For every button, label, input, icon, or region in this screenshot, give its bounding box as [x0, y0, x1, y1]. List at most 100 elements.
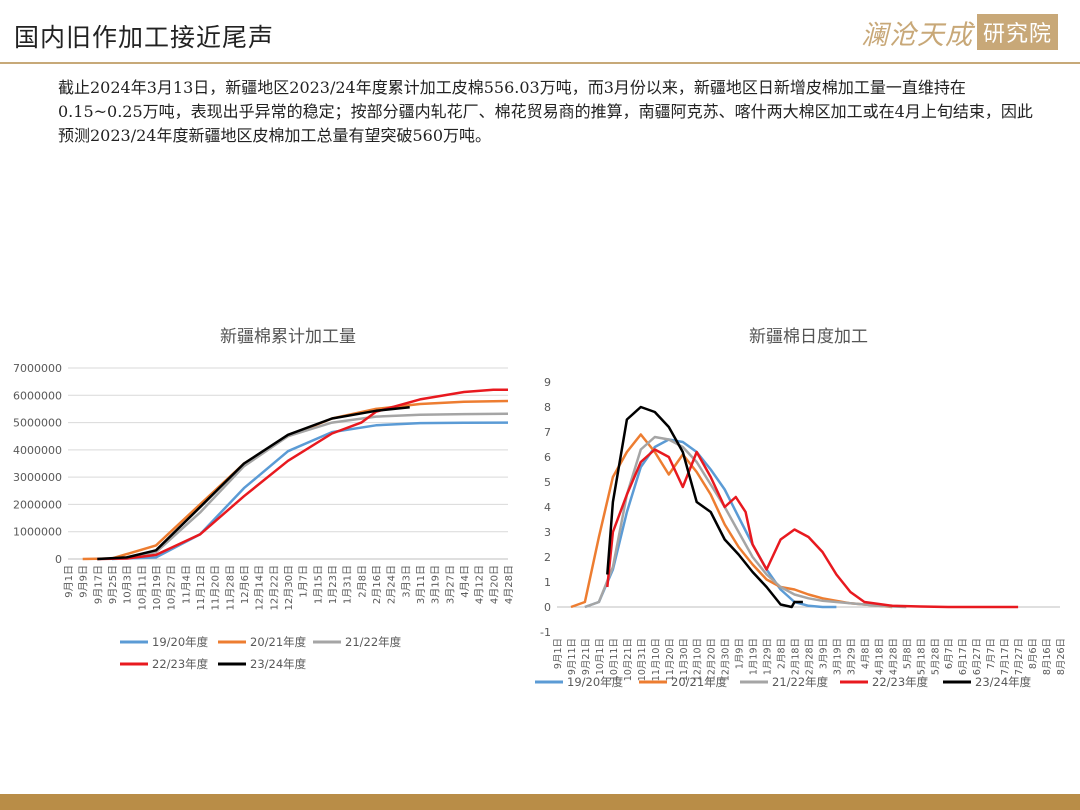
x-tick-label: 10月27日: [166, 565, 178, 610]
y-tick-label: 0: [544, 601, 551, 614]
page-header: 国内旧作加工接近尾声 澜沧天成 研究院: [0, 0, 1080, 62]
x-tick-label: 3月11日: [415, 565, 427, 604]
x-tick-label: 6月7日: [944, 638, 955, 669]
legend-label: 21/22年度: [345, 635, 402, 649]
x-tick-label: 1月9日: [735, 638, 746, 669]
x-tick-label: 12月14日: [254, 565, 266, 610]
x-tick-label: 3月9日: [818, 638, 829, 669]
series-line: [97, 388, 508, 561]
x-tick-label: 11月28日: [224, 565, 236, 610]
y-tick-label: 5: [544, 476, 551, 489]
x-tick-label: 11月30日: [679, 638, 690, 681]
x-tick-label: 8月6日: [1028, 638, 1039, 669]
x-tick-label: 10月11日: [136, 565, 148, 610]
y-tick-label: -1: [540, 626, 551, 639]
chart-title: 新疆棉累计加工量: [220, 327, 356, 347]
x-tick-label: 12月22日: [268, 565, 280, 610]
x-tick-label: 5月8日: [902, 638, 913, 669]
x-tick-label: 9月25日: [107, 565, 119, 604]
x-tick-label: 5月28日: [930, 638, 941, 675]
x-tick-label: 4月28日: [888, 638, 899, 675]
x-tick-label: 1月15日: [312, 565, 324, 604]
x-tick-label: 9月21日: [581, 638, 592, 675]
x-tick-label: 4月12日: [474, 565, 486, 604]
x-tick-label: 9月11日: [567, 638, 578, 675]
x-tick-label: 10月21日: [623, 638, 634, 681]
y-tick-label: 6000000: [13, 389, 62, 402]
x-tick-label: 12月6日: [239, 565, 251, 604]
y-tick-label: 6: [544, 451, 551, 464]
x-tick-label: 1月19日: [749, 638, 760, 675]
legend-label: 23/24年度: [250, 657, 307, 671]
legend-label: 20/21年度: [671, 675, 728, 689]
series-line: [97, 412, 509, 561]
x-tick-label: 10月31日: [637, 638, 648, 681]
page-title: 国内旧作加工接近尾声: [14, 23, 275, 52]
x-tick-label: 4月28日: [503, 565, 515, 604]
legend-label: 19/20年度: [567, 675, 624, 689]
y-tick-label: 2: [544, 551, 551, 564]
x-tick-label: 9月17日: [92, 565, 104, 604]
x-tick-label: 6月17日: [958, 638, 969, 675]
x-tick-label: 4月18日: [874, 638, 885, 675]
x-tick-label: 1月7日: [298, 565, 310, 598]
x-tick-label: 2月28日: [805, 638, 816, 675]
series-line: [584, 435, 907, 609]
x-tick-label: 2月8日: [356, 565, 368, 598]
series-line: [82, 399, 509, 561]
y-tick-label: 8: [544, 401, 551, 414]
x-tick-label: 9月9日: [78, 565, 90, 598]
series-line: [584, 438, 837, 609]
legend-label: 22/23年度: [152, 657, 209, 671]
x-tick-label: 1月23日: [327, 565, 339, 604]
x-tick-label: 12月30日: [721, 638, 732, 681]
y-tick-label: 4000000: [13, 444, 62, 457]
y-tick-label: 7000000: [13, 362, 62, 375]
x-tick-label: 7月27日: [1014, 638, 1025, 675]
summary-paragraph: 截止2024年3月13日，新疆地区2023/24年度累计加工皮棉556.03万吨…: [58, 78, 1033, 145]
x-tick-label: 1月31日: [342, 565, 354, 604]
x-tick-label: 4月20日: [488, 565, 500, 604]
cumulative-processing-chart: 新疆棉累计加工量 7000000 6000000 5000000 4000000 3000…: [13, 327, 515, 671]
x-tick-label: 10月11日: [609, 638, 620, 681]
x-tick-label: 2月8日: [777, 638, 788, 669]
header-divider: [0, 62, 1080, 64]
x-tick-label: 2月18日: [791, 638, 802, 675]
series-line: [606, 405, 803, 609]
x-tick-label: 4月8日: [860, 638, 871, 669]
x-tick-label: 10月1日: [595, 638, 606, 675]
x-tick-label: 9月1日: [63, 565, 75, 598]
y-tick-label: 2000000: [13, 498, 62, 511]
bottom-bar: [0, 794, 1080, 810]
x-tick-label: 12月30日: [283, 565, 295, 610]
legend-label: 19/20年度: [152, 635, 209, 649]
x-tick-label: 12月20日: [707, 638, 718, 681]
x-tick-label: 7月7日: [986, 638, 997, 669]
x-tick-label: 9月1日: [553, 638, 564, 669]
logo-text: 澜沧天成: [860, 19, 973, 51]
y-tick-label: 1: [544, 576, 551, 589]
y-tick-label: 1000000: [13, 526, 62, 539]
x-tick-label: 11月20日: [665, 638, 676, 681]
x-tick-label: 10月19日: [151, 565, 163, 610]
y-tick-label: 7: [544, 426, 551, 439]
series-line: [97, 406, 410, 561]
legend-label: 22/23年度: [872, 675, 929, 689]
legend-label: 21/22年度: [772, 675, 829, 689]
chart-title: 新疆棉日度加工: [749, 327, 868, 347]
x-tick-label: 1月29日: [763, 638, 774, 675]
x-tick-label: 12月10日: [693, 638, 704, 681]
x-tick-label: 3月19日: [430, 565, 442, 604]
x-tick-label: 4月4日: [459, 565, 471, 598]
y-tick-label: 9: [544, 376, 551, 389]
x-tick-label: 3月19日: [832, 638, 843, 675]
series-line: [606, 448, 1019, 609]
x-tick-label: 10月3日: [122, 565, 134, 604]
y-tick-label: 3: [544, 526, 551, 539]
x-tick-label: 3月27日: [444, 565, 456, 604]
x-tick-label: 11月4日: [180, 565, 192, 604]
logo-box: 研究院: [976, 14, 1058, 50]
x-tick-label: 8月26日: [1056, 638, 1067, 675]
x-tick-label: 11月10日: [651, 638, 662, 681]
